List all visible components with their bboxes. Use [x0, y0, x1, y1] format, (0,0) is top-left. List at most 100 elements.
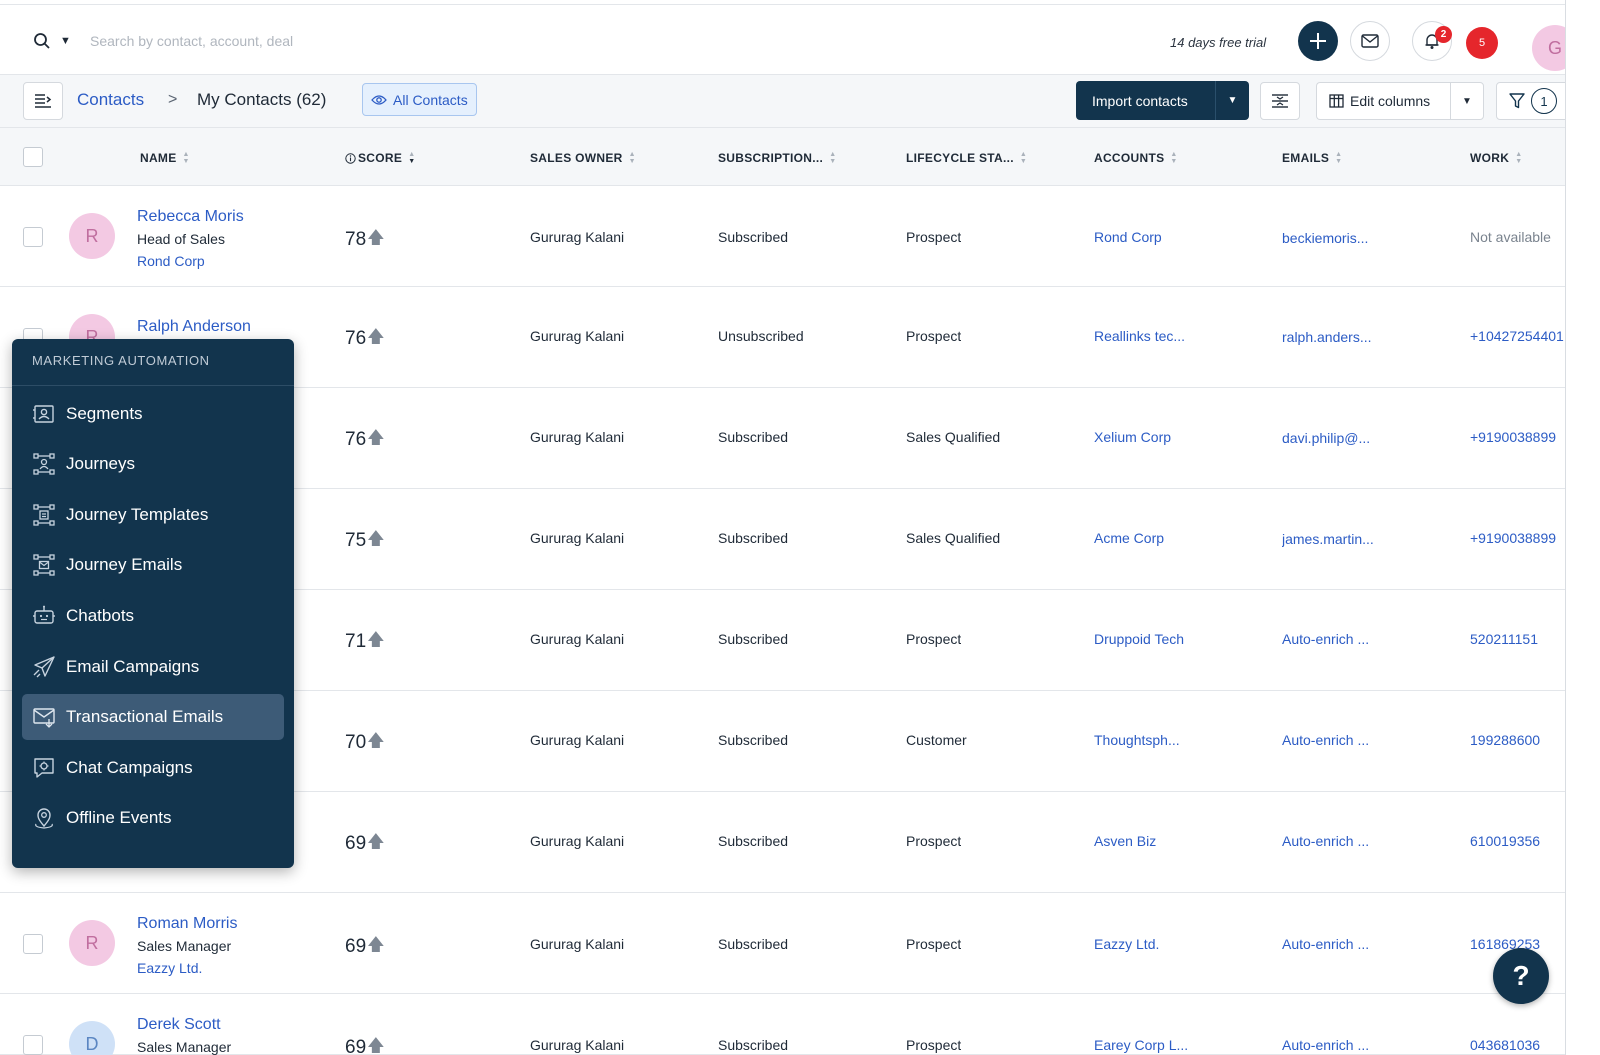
- email-link[interactable]: davi.philip@...: [1282, 430, 1371, 446]
- import-contacts-button[interactable]: Import contacts ▼: [1076, 81, 1249, 120]
- subscription-status: Subscribed: [718, 1037, 789, 1053]
- work-phone-link[interactable]: 520211151: [1470, 631, 1538, 647]
- column-header-name[interactable]: NAME ▲ ▼: [140, 151, 190, 165]
- column-header-emails[interactable]: EMAILS ▲ ▼: [1282, 151, 1343, 165]
- search-scope-caret-icon[interactable]: ▼: [60, 35, 71, 47]
- contact-score: 71 🡅: [345, 627, 385, 656]
- import-dropdown-caret-icon[interactable]: ▼: [1215, 81, 1249, 120]
- column-header-lifecycle[interactable]: LIFECYCLE STA... ▲ ▼: [906, 151, 1028, 165]
- menu-item-segments[interactable]: Segments: [22, 391, 284, 437]
- menu-item-email-campaigns[interactable]: Email Campaigns: [22, 644, 284, 690]
- menu-item-label: Segments: [66, 404, 143, 423]
- email-enrich-link[interactable]: Auto-enrich ...: [1282, 631, 1370, 647]
- column-header-subscription[interactable]: SUBSCRIPTION... ▲ ▼: [718, 151, 837, 165]
- sales-owner: Gururag Kalani: [530, 229, 625, 245]
- menu-heading: MARKETING AUTOMATION: [32, 353, 210, 368]
- help-button[interactable]: ?: [1493, 948, 1549, 1004]
- account-link[interactable]: Druppoid Tech: [1094, 631, 1185, 647]
- row-checkbox[interactable]: [23, 227, 43, 247]
- email-enrich-link[interactable]: Auto-enrich ...: [1282, 732, 1370, 748]
- table-row[interactable]: R Rebecca Moris Head of Sales Rond Corp …: [0, 187, 1565, 287]
- row-checkbox[interactable]: [23, 934, 43, 954]
- work-phone-link[interactable]: 043681036: [1470, 1037, 1541, 1053]
- work-phone-link[interactable]: +9190038899: [1470, 429, 1557, 445]
- subscription-status: Subscribed: [718, 229, 789, 245]
- score-up-arrow-icon: 🡅: [367, 428, 385, 447]
- contact-score: 78 🡅: [345, 225, 385, 254]
- contact-name-link[interactable]: Rebecca Moris: [137, 208, 244, 225]
- menu-item-chat-campaigns[interactable]: Chat Campaigns: [22, 745, 284, 791]
- work-phone-link[interactable]: +10427254401: [1470, 328, 1564, 344]
- mail-button[interactable]: [1350, 21, 1390, 61]
- contact-name-link[interactable]: Ralph Anderson: [137, 318, 251, 335]
- table-row[interactable]: D Derek Scott Sales Manager 69 🡅 Gururag …: [0, 995, 1565, 1055]
- work-phone-link[interactable]: 610019356: [1470, 833, 1541, 849]
- email-enrich-link[interactable]: Auto-enrich ...: [1282, 833, 1370, 849]
- menu-item-journey-emails[interactable]: Journey Emails: [22, 542, 284, 588]
- sort-icon: ▲ ▼: [1515, 151, 1523, 165]
- subscription-status: Subscribed: [718, 732, 789, 748]
- email-link[interactable]: ralph.anders...: [1282, 329, 1372, 345]
- column-header-score[interactable]: SCORE ▲ ▼: [345, 151, 415, 165]
- score-up-arrow-icon: 🡅: [367, 529, 385, 548]
- menu-item-label: Chat Campaigns: [66, 758, 193, 777]
- account-link[interactable]: Thoughtsph...: [1094, 732, 1180, 748]
- row-checkbox[interactable]: [23, 1035, 43, 1055]
- select-all-checkbox[interactable]: [23, 147, 43, 167]
- menu-item-label: Transactional Emails: [66, 707, 224, 726]
- sort-icon: ▲ ▼: [628, 151, 636, 165]
- account-link[interactable]: Asven Biz: [1094, 833, 1157, 849]
- menu-item-offline-events[interactable]: Offline Events: [22, 795, 284, 841]
- account-link[interactable]: Reallinks tec...: [1094, 328, 1186, 344]
- menu-item-transactional-emails[interactable]: Transactional Emails: [22, 694, 284, 740]
- account-link[interactable]: Eazzy Ltd.: [1094, 936, 1160, 952]
- list-toggle-icon: [35, 94, 52, 108]
- lifecycle-stage: Prospect: [906, 631, 962, 647]
- account-link[interactable]: Earey Corp L...: [1094, 1037, 1189, 1053]
- edit-columns-label: Edit columns: [1350, 93, 1431, 109]
- notifications-button[interactable]: 2: [1412, 21, 1452, 61]
- menu-item-journeys[interactable]: Journeys: [22, 441, 284, 487]
- quick-add-button[interactable]: [1298, 21, 1338, 61]
- search-icon[interactable]: [33, 32, 51, 50]
- alert-count-button[interactable]: 5: [1466, 27, 1498, 59]
- column-header-accounts[interactable]: ACCOUNTS ▲ ▼: [1094, 151, 1178, 165]
- menu-item-chatbots[interactable]: Chatbots: [22, 593, 284, 639]
- trial-text: 14 days free trial: [1170, 35, 1267, 50]
- contact-account-link[interactable]: Rond Corp: [137, 253, 205, 269]
- menu-item-label: Email Campaigns: [66, 657, 200, 676]
- avatar: R: [69, 213, 115, 259]
- menu-item-journey-templates[interactable]: Journey Templates: [22, 492, 284, 538]
- column-header-work[interactable]: WORK ▲ ▼: [1470, 151, 1523, 165]
- search-input[interactable]: [90, 27, 610, 55]
- breadcrumb-contacts-link[interactable]: Contacts: [77, 90, 145, 109]
- filter-button[interactable]: 1: [1496, 82, 1570, 120]
- list-toolbar: Contacts > My Contacts (62) All Contacts…: [0, 74, 1570, 128]
- edit-columns-button[interactable]: Edit columns: [1316, 82, 1450, 120]
- filter-icon: [1509, 93, 1525, 109]
- email-link[interactable]: james.martin...: [1282, 531, 1374, 547]
- account-link[interactable]: Rond Corp: [1094, 229, 1162, 245]
- sales-owner: Gururag Kalani: [530, 530, 625, 546]
- edit-columns-caret-icon[interactable]: ▼: [1450, 82, 1484, 120]
- breadcrumb-current: My Contacts (62): [197, 90, 327, 109]
- work-phone-link[interactable]: 199288600: [1470, 732, 1541, 748]
- email-enrich-link[interactable]: Auto-enrich ...: [1282, 936, 1370, 952]
- table-row[interactable]: R Roman Morris Sales Manager Eazzy Ltd. …: [0, 894, 1565, 994]
- account-link[interactable]: Xelium Corp: [1094, 429, 1172, 445]
- column-header-sales-owner[interactable]: SALES OWNER ▲ ▼: [530, 151, 636, 165]
- view-selector-chip[interactable]: All Contacts: [362, 83, 477, 116]
- work-phone-link[interactable]: +9190038899: [1470, 530, 1557, 546]
- email-enrich-link[interactable]: Auto-enrich ...: [1282, 1037, 1370, 1053]
- contact-name-link[interactable]: Roman Morris: [137, 915, 238, 932]
- email-link[interactable]: beckiemoris...: [1282, 230, 1369, 246]
- paper-plane-icon: [33, 656, 55, 678]
- contact-job-title: Sales Manager: [137, 1039, 232, 1055]
- sidebar-toggle-button[interactable]: [23, 82, 63, 120]
- lifecycle-stage: Sales Qualified: [906, 429, 1001, 445]
- row-density-button[interactable]: [1260, 82, 1300, 120]
- contact-name-link[interactable]: Derek Scott: [137, 1016, 221, 1033]
- contact-job-title: Sales Manager: [137, 938, 232, 954]
- contact-account-link[interactable]: Eazzy Ltd.: [137, 960, 203, 976]
- account-link[interactable]: Acme Corp: [1094, 530, 1165, 546]
